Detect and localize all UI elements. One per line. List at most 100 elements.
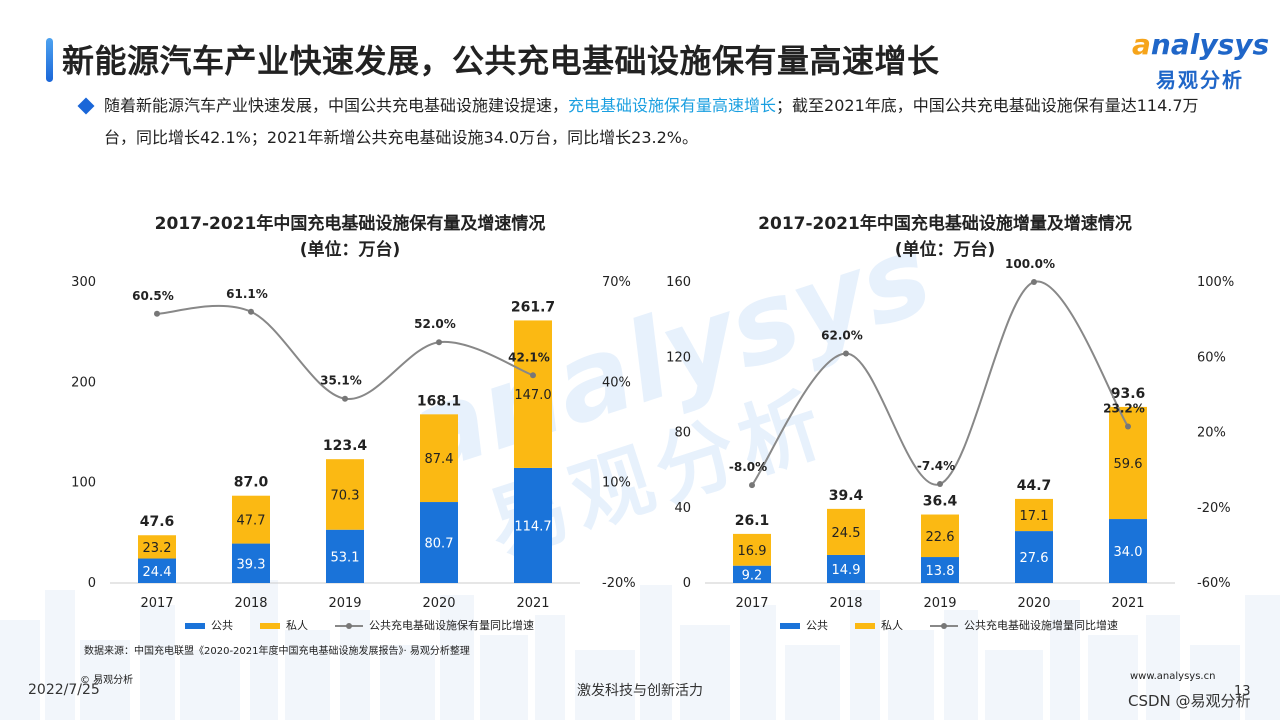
bar-value-label: 16.9 — [738, 544, 767, 559]
chart-title: 2017-2021年中国充电基础设施保有量及增速情况 — [154, 214, 546, 234]
bar-value-label: 53.1 — [331, 550, 360, 565]
bar-public — [326, 529, 364, 583]
legend-swatch-line-dot — [941, 623, 947, 629]
bar-private — [921, 514, 959, 558]
logo-wordmark: analysys — [1132, 28, 1269, 61]
bar-total-label: 87.0 — [234, 475, 269, 491]
bullet-diamond-icon — [77, 97, 95, 115]
y2-tick-label: 100% — [1197, 275, 1234, 290]
chart-title: 2017-2021年中国充电基础设施增量及增速情况 — [758, 214, 1132, 234]
growth-rate-label: 62.0% — [821, 328, 863, 342]
logo-chinese: 易观分析 — [1156, 68, 1244, 92]
bar-private — [827, 508, 865, 555]
bar-total-label: 168.1 — [417, 393, 461, 409]
bar-value-label: 147.0 — [514, 388, 551, 403]
bar-private — [733, 533, 771, 566]
growth-rate-point — [749, 482, 755, 489]
bar-value-label: 39.3 — [237, 557, 266, 572]
y2-tick-label: 70% — [602, 275, 631, 290]
bar-value-label: 34.0 — [1114, 545, 1143, 560]
chart-charging-stock: 2017-2021年中国充电基础设施保有量及增速情况 (单位：万台) 0 100 2… — [60, 205, 640, 645]
bar-private — [326, 459, 364, 530]
bar-value-label: 80.7 — [425, 537, 454, 552]
legend-label-line: 公共充电基础设施保有量同比增速 — [369, 618, 534, 632]
bar-value-label: 22.6 — [926, 530, 955, 545]
growth-rate-label: 42.1% — [508, 350, 550, 364]
bar-public — [138, 558, 176, 583]
y2-tick-label: -20% — [1197, 501, 1231, 516]
y-tick-label: 80 — [674, 426, 691, 441]
copyright: © 易观分析 — [80, 675, 134, 686]
x-tick-label: 2018 — [829, 596, 862, 611]
bar-value-label: 23.2 — [143, 541, 172, 556]
growth-rate-label: 61.1% — [226, 287, 268, 301]
logo-wordmark-rest: nalysys — [1150, 28, 1270, 61]
bar-public — [733, 565, 771, 583]
bar-public — [514, 467, 552, 583]
y2-tick-label: -60% — [1197, 576, 1231, 591]
y-tick-label: 200 — [71, 375, 96, 390]
growth-rate-label: 23.2% — [1103, 401, 1145, 415]
growth-rate-point — [1031, 279, 1037, 285]
x-tick-label: 2021 — [516, 596, 549, 611]
bar-value-label: 17.1 — [1020, 509, 1049, 524]
bar-value-label: 24.5 — [832, 526, 861, 541]
legend-label-line: 公共充电基础设施增量同比增速 — [964, 618, 1118, 632]
legend-label-public: 公共 — [806, 619, 828, 632]
bar-private — [232, 495, 270, 544]
chart-charging-increment: 2017-2021年中国充电基础设施增量及增速情况 (单位：万台) 0 40 80 1… — [655, 205, 1235, 645]
legend-label-private: 私人 — [286, 619, 308, 632]
data-source: 数据来源：中国充电联盟《2020-2021年度中国充电基础设施发展报告》· 易观… — [84, 646, 470, 657]
growth-rate-label: 35.1% — [320, 374, 362, 388]
analysys-logo: analysys 易观分析 — [1130, 28, 1269, 94]
y2-tick-label: 20% — [1197, 426, 1226, 441]
chart-subtitle: (单位：万台) — [894, 240, 996, 260]
growth-rate-point — [248, 308, 254, 315]
legend-swatch-line-dot — [346, 623, 352, 629]
bar-total-label: 123.4 — [323, 438, 368, 454]
growth-rate-point — [436, 339, 442, 346]
footer-slogan: 激发科技与创新活力 — [577, 683, 703, 699]
summary-text: 随着新能源汽车产业快速发展，中国公共充电基础设施建设提速，充电基础设施保有量高速… — [104, 90, 1214, 154]
bar-value-label: 59.6 — [1114, 457, 1143, 472]
legend-swatch-public — [780, 623, 800, 629]
bar-value-label: 70.3 — [331, 488, 360, 503]
legend-swatch-private — [260, 623, 280, 629]
growth-rate-label: 100.0% — [1005, 257, 1055, 271]
legend-label-public: 公共 — [211, 619, 233, 632]
bar-value-label: 13.8 — [926, 564, 955, 579]
chart-plot: 0 40 80 120 160 -60% -20% 20% 60% 100% 9.2 16.9 26.1… — [666, 257, 1234, 632]
legend-swatch-public — [185, 623, 205, 629]
logo-wordmark-prefix: a — [1132, 28, 1151, 61]
growth-rate-label: 60.5% — [132, 289, 174, 303]
page-number: 13 — [1234, 684, 1251, 699]
title-accent-bar — [46, 38, 53, 82]
bar-total-label: 44.7 — [1017, 478, 1052, 494]
bar-value-label: 14.9 — [832, 563, 861, 578]
growth-rate-point — [1125, 423, 1131, 430]
bar-value-label: 9.2 — [742, 568, 763, 583]
bar-public — [1109, 519, 1147, 583]
bar-total-label: 93.6 — [1111, 386, 1146, 402]
y-tick-label: 0 — [88, 576, 96, 591]
bar-private — [138, 535, 176, 559]
date: 2022/7/25 — [28, 682, 100, 698]
y-tick-label: 300 — [71, 275, 96, 290]
x-tick-label: 2020 — [1017, 596, 1050, 611]
legend-label-private: 私人 — [881, 619, 903, 632]
growth-rate-point — [843, 350, 849, 357]
chart-subtitle: (单位：万台) — [299, 240, 401, 260]
y-tick-label: 160 — [666, 275, 691, 290]
y-tick-label: 120 — [666, 350, 691, 365]
y-tick-label: 100 — [71, 476, 96, 491]
growth-rate-point — [530, 372, 536, 379]
website-link[interactable]: www.analysys.cn — [1130, 671, 1216, 682]
bar-total-label: 26.1 — [735, 513, 770, 529]
x-tick-label: 2019 — [923, 596, 956, 611]
y2-tick-label: 40% — [602, 375, 631, 390]
bar-total-label: 36.4 — [923, 494, 958, 510]
x-tick-label: 2018 — [234, 596, 267, 611]
bar-private — [514, 320, 552, 468]
bar-public — [232, 543, 270, 583]
growth-rate-label: 52.0% — [414, 317, 456, 331]
